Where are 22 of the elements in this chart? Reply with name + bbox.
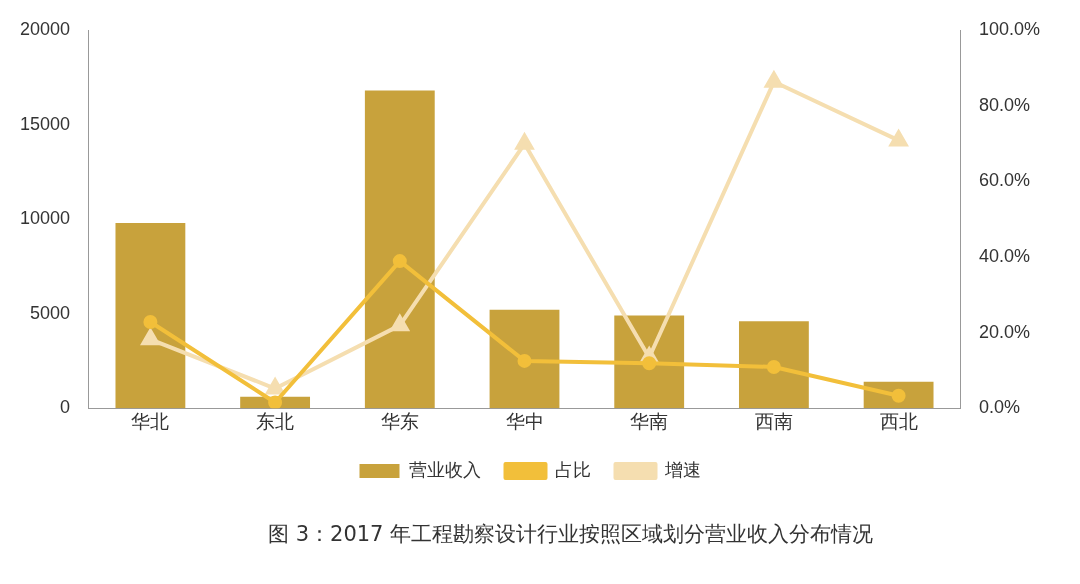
legend-label: 营业收入 <box>408 459 481 480</box>
y2-tick-label: 0.0% <box>978 397 1020 418</box>
x-tick-label: 华南 <box>630 410 669 432</box>
y2-tick-label: 40.0% <box>978 245 1030 266</box>
y-tick-label: 20000 <box>19 18 71 39</box>
y-tick-label: 5000 <box>30 302 71 323</box>
y2-tick-label: 20.0% <box>978 321 1030 342</box>
y2-tick-label: 80.0% <box>978 94 1030 115</box>
y2-tick-label: 100.0% <box>978 18 1041 39</box>
x-tick-label: 华中 <box>505 410 544 432</box>
x-tick-label: 西北 <box>879 410 918 432</box>
x-tick-label: 西南 <box>754 410 793 432</box>
y-tick-label: 0 <box>60 397 71 418</box>
y-tick-label: 10000 <box>19 208 71 229</box>
x-tick-label: 华北 <box>131 410 170 432</box>
text: 图 3：2017 年工程勘察设计行业按照区域划分营业收入分布情况 <box>267 521 875 548</box>
y-tick-label: 15000 <box>19 113 71 134</box>
legend-label: 增速 <box>663 459 701 480</box>
legend-label: 占比 <box>554 459 591 480</box>
y2-tick-label: 60.0% <box>978 170 1030 191</box>
x-tick-label: 华东 <box>380 410 419 432</box>
x-tick-label: 东北 <box>256 410 295 432</box>
